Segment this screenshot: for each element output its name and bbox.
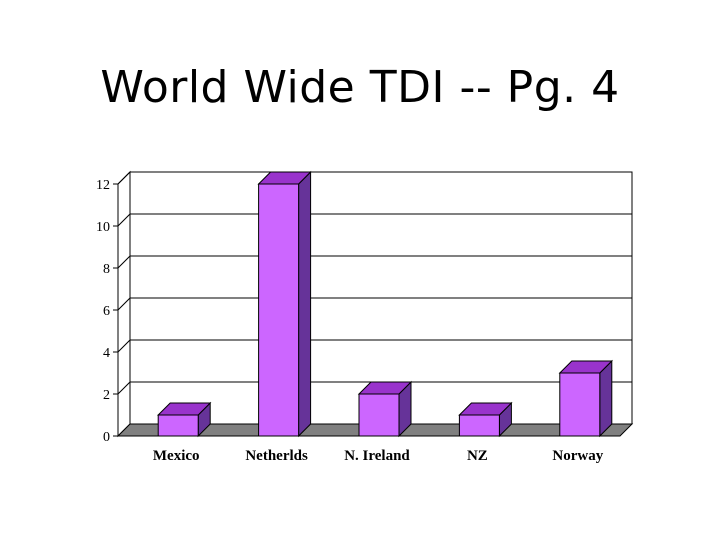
gridline-side [117, 213, 131, 227]
bar [257, 170, 312, 438]
x-tick-label: N. Ireland [344, 448, 410, 464]
bar-side [599, 359, 613, 438]
gridline-side [117, 339, 131, 353]
x-tick-label: Norway [552, 448, 603, 464]
y-tick-label: 0 [103, 430, 110, 445]
y-tick-label: 6 [103, 304, 110, 319]
bar-front [258, 183, 300, 437]
y-tick-label: 8 [103, 262, 110, 277]
bar-side [298, 170, 312, 438]
slide-title: World Wide TDI -- Pg. 4 [100, 62, 620, 113]
gridline-side [117, 297, 131, 311]
x-tick-label: Netherlds [245, 448, 308, 464]
x-axis-labels: Mexico Netherlds N. Ireland NZ Norway [153, 448, 604, 464]
bar-front [358, 393, 400, 437]
bar-front [559, 372, 601, 437]
gridline-side [117, 255, 131, 269]
bar-front [157, 414, 199, 437]
bar [156, 401, 212, 438]
y-tick-label: 4 [103, 346, 110, 361]
gridline-side [117, 381, 131, 395]
bars [156, 170, 614, 438]
y-axis: 0 2 4 6 8 10 12 [96, 178, 119, 445]
y-tick-label: 10 [96, 220, 110, 235]
bar-front [458, 414, 500, 437]
bar [357, 380, 413, 438]
x-tick-label: NZ [467, 448, 488, 464]
bar [558, 359, 614, 438]
y-tick-label: 12 [96, 178, 110, 193]
bar [458, 401, 513, 438]
x-tick-label: Mexico [153, 448, 200, 464]
y-tick-label: 2 [103, 388, 110, 403]
gridlines [117, 171, 632, 395]
gridline-side [117, 171, 131, 185]
